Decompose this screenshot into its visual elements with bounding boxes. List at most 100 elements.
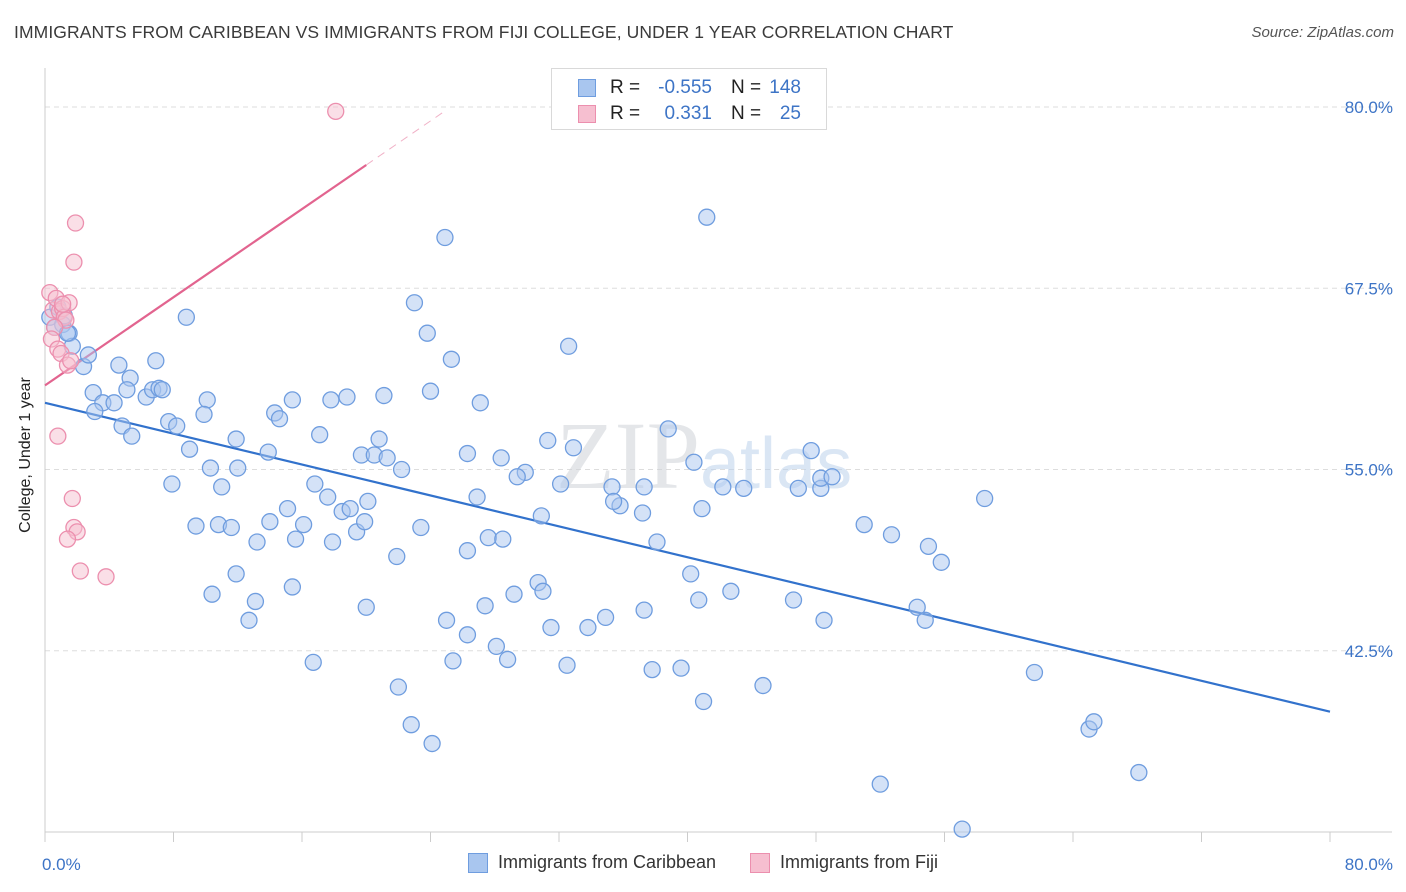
point-caribbean	[559, 337, 578, 355]
y-tick-label: 80.0%	[1345, 98, 1393, 117]
point-caribbean	[402, 716, 420, 734]
point-caribbean	[163, 475, 181, 493]
stats-n-value: 25	[779, 103, 801, 124]
point-caribbean	[815, 611, 833, 629]
point-caribbean	[693, 499, 711, 518]
point-caribbean	[471, 394, 489, 412]
point-caribbean	[412, 518, 430, 537]
point-caribbean	[754, 676, 772, 695]
point-caribbean	[579, 618, 597, 637]
trend-line-fiji	[44, 164, 367, 387]
point-caribbean	[283, 391, 302, 409]
chart-legend: Immigrants from Caribbean Immigrants fro…	[0, 852, 1406, 873]
point-caribbean	[294, 515, 313, 534]
watermark: ZIPatlas	[556, 402, 852, 509]
point-caribbean	[508, 468, 526, 486]
point-caribbean	[564, 439, 583, 457]
point-fiji	[65, 253, 83, 271]
point-caribbean	[953, 820, 971, 838]
point-caribbean	[932, 553, 950, 571]
point-caribbean	[187, 517, 205, 535]
point-caribbean	[357, 598, 375, 616]
point-fiji	[71, 562, 89, 580]
point-caribbean	[494, 530, 512, 548]
point-fiji	[66, 214, 85, 232]
point-caribbean	[635, 478, 653, 496]
point-caribbean	[147, 352, 165, 370]
point-caribbean	[123, 427, 141, 445]
legend-item-caribbean[interactable]: Immigrants from Caribbean	[467, 852, 717, 873]
point-caribbean	[180, 440, 199, 458]
stats-box: R = -0.555 N = 148 R = 0.331 N = 25	[551, 68, 827, 130]
y-tick-label: 67.5%	[1345, 279, 1393, 298]
point-caribbean	[306, 475, 324, 493]
point-caribbean	[802, 441, 820, 460]
trend-line-caribbean	[44, 401, 1331, 713]
point-caribbean	[458, 542, 477, 560]
point-caribbean	[1025, 663, 1044, 682]
point-caribbean	[203, 585, 221, 603]
point-caribbean	[105, 394, 123, 412]
point-caribbean	[1130, 763, 1148, 782]
point-caribbean	[784, 591, 803, 609]
point-caribbean	[392, 460, 411, 479]
point-caribbean	[551, 475, 570, 493]
point-caribbean	[359, 492, 377, 511]
point-caribbean	[322, 391, 340, 409]
point-caribbean	[476, 597, 494, 615]
point-caribbean	[423, 734, 441, 753]
point-caribbean	[505, 585, 523, 603]
x-tick-label: 0.0%	[42, 855, 81, 874]
point-caribbean	[378, 449, 396, 467]
point-caribbean	[86, 402, 104, 421]
point-caribbean	[259, 443, 277, 461]
point-caribbean	[722, 582, 740, 600]
point-caribbean	[487, 637, 506, 656]
point-caribbean	[227, 430, 245, 448]
point-caribbean	[492, 449, 510, 467]
point-caribbean	[603, 478, 621, 496]
stats-r-value: 0.331	[664, 103, 712, 124]
point-caribbean	[118, 381, 136, 399]
stats-r-label: R =	[610, 77, 641, 98]
legend-item-fiji[interactable]: Immigrants from Fiji	[750, 852, 938, 873]
point-caribbean	[714, 478, 732, 496]
point-caribbean	[532, 507, 550, 525]
point-caribbean	[534, 582, 552, 600]
point-fiji	[58, 530, 77, 548]
point-caribbean	[908, 598, 926, 616]
point-caribbean	[338, 388, 356, 406]
stats-r-label: R =	[610, 103, 641, 124]
point-caribbean	[633, 504, 652, 522]
point-caribbean	[916, 611, 934, 629]
x-tick-label: 80.0%	[1345, 855, 1393, 874]
point-caribbean	[270, 410, 289, 428]
point-caribbean	[319, 488, 337, 506]
axes	[44, 68, 1392, 842]
y-tick-label: 55.0%	[1345, 461, 1393, 480]
point-caribbean	[479, 529, 497, 547]
point-caribbean	[79, 346, 98, 364]
source-label: Source: ZipAtlas.com	[1251, 24, 1394, 41]
point-caribbean	[283, 578, 302, 596]
point-caribbean	[442, 350, 461, 368]
stats-swatch-caribbean	[578, 79, 596, 97]
point-caribbean	[153, 381, 171, 399]
legend-label-caribbean: Immigrants from Caribbean	[497, 852, 717, 872]
point-caribbean	[110, 356, 128, 374]
stats-r-value: -0.555	[658, 77, 712, 98]
point-caribbean	[286, 530, 305, 548]
point-caribbean	[444, 652, 462, 670]
point-caribbean	[855, 515, 873, 534]
point-caribbean	[222, 518, 240, 537]
legend-label-fiji: Immigrants from Fiji	[780, 852, 939, 872]
point-caribbean	[201, 459, 220, 477]
point-caribbean	[735, 479, 753, 498]
point-caribbean	[370, 430, 388, 448]
svg-text:ZIPatlas: ZIPatlas	[556, 402, 852, 509]
point-caribbean	[596, 608, 615, 627]
point-fiji	[63, 489, 81, 508]
point-caribbean	[304, 653, 322, 671]
point-caribbean	[177, 308, 196, 326]
